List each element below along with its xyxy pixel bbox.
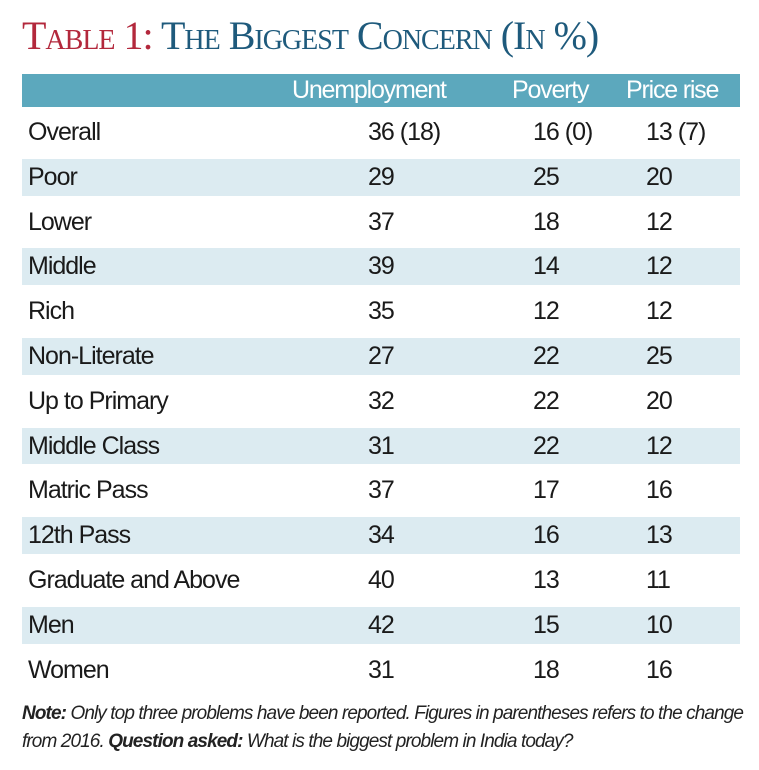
title-text: The Biggest Concern (In %) xyxy=(160,13,599,58)
cell-poverty: 17 xyxy=(533,476,560,505)
row-shading xyxy=(22,248,740,286)
title-prefix: Table 1: xyxy=(22,13,154,58)
cell-price-rise: 12 xyxy=(646,297,673,326)
note-label: Note: xyxy=(22,703,67,724)
row-label: Overall xyxy=(28,118,101,146)
row-shading xyxy=(22,606,740,644)
question-text: What is the biggest problem in India tod… xyxy=(242,731,574,752)
table-row: Rich 35 12 12 xyxy=(22,289,740,334)
table-row: Matric Pass 37 17 16 xyxy=(22,468,740,513)
cell-unemployment: 42 xyxy=(368,610,395,639)
cell-unemployment: 35 xyxy=(368,297,395,326)
cell-price-rise: 12 xyxy=(646,431,673,460)
table-row: Up to Primary 32 22 20 xyxy=(22,379,740,424)
row-label: Men xyxy=(28,610,75,639)
cell-price-rise: 20 xyxy=(646,386,673,415)
cell-poverty: 22 xyxy=(533,341,560,370)
table-title: Table 1: The Biggest Concern (In %) xyxy=(22,12,599,59)
cell-price-rise: 16 xyxy=(646,476,673,505)
row-label: Non-Literate xyxy=(28,341,155,370)
cell-unemployment: 34 xyxy=(368,521,395,550)
cell-unemployment: 27 xyxy=(368,341,395,370)
table-row: 12th Pass 34 16 13 xyxy=(22,513,740,558)
table-row: Lower 37 18 12 xyxy=(22,200,740,245)
column-header-unemployment: Unemployment xyxy=(292,76,447,104)
row-label: Middle Class xyxy=(28,431,160,460)
row-label: Poor xyxy=(28,162,78,191)
cell-unemployment: 31 xyxy=(368,431,395,460)
cell-price-rise: 12 xyxy=(646,207,673,236)
cell-poverty: 16 xyxy=(533,521,560,550)
table-row: Poor 29 25 20 xyxy=(22,155,740,200)
row-label: Up to Primary xyxy=(28,386,169,415)
row-label: Middle xyxy=(28,252,97,281)
cell-poverty: 22 xyxy=(533,431,560,460)
cell-price-rise: 12 xyxy=(646,252,673,281)
cell-price-rise: 20 xyxy=(646,162,673,191)
cell-poverty: 12 xyxy=(533,297,560,326)
cell-poverty: 18 xyxy=(533,655,560,684)
cell-poverty: 14 xyxy=(533,252,560,281)
cell-price-rise: 13 (7) xyxy=(646,118,706,146)
cell-unemployment: 31 xyxy=(368,655,395,684)
row-label: Graduate and Above xyxy=(28,565,240,594)
row-label: 12th Pass xyxy=(28,521,131,550)
row-shading xyxy=(22,517,740,554)
table-row: Men 42 15 10 xyxy=(22,603,740,648)
note-text: Only top three problems have been report… xyxy=(22,703,744,752)
cell-unemployment: 36 (18) xyxy=(368,118,441,146)
column-header-poverty: Poverty xyxy=(512,76,590,104)
footnote: Note: Only top three problems have been … xyxy=(22,700,752,756)
cell-poverty: 13 xyxy=(533,565,560,594)
cell-unemployment: 32 xyxy=(368,386,395,415)
cell-unemployment: 37 xyxy=(368,476,395,505)
cell-poverty: 22 xyxy=(533,386,560,415)
cell-poverty: 18 xyxy=(533,207,560,236)
cell-poverty: 15 xyxy=(533,610,560,639)
cell-unemployment: 37 xyxy=(368,207,395,236)
cell-unemployment: 29 xyxy=(368,162,395,191)
column-header-price-rise: Price rise xyxy=(626,76,719,104)
row-shading xyxy=(22,158,740,196)
table-row: Middle Class 31 22 12 xyxy=(22,424,740,469)
cell-price-rise: 11 xyxy=(646,565,671,594)
table-row: Middle 39 14 12 xyxy=(22,244,740,289)
row-label: Matric Pass xyxy=(28,476,149,505)
table-row: Women 31 18 16 xyxy=(22,648,740,693)
cell-price-rise: 10 xyxy=(646,610,673,639)
table-body: Overall 36 (18) 16 (0) 13 (7) Poor 29 25 20 Lowe… xyxy=(22,110,740,692)
cell-unemployment: 39 xyxy=(368,252,395,281)
table-row: Graduate and Above 40 13 11 xyxy=(22,558,740,603)
row-label: Women xyxy=(28,655,110,684)
table-header: Unemployment Poverty Price rise xyxy=(22,74,740,107)
row-label: Lower xyxy=(28,207,92,236)
row-shading xyxy=(22,337,740,375)
question-label: Question asked: xyxy=(108,731,243,752)
cell-price-rise: 13 xyxy=(646,521,673,550)
cell-poverty: 25 xyxy=(533,162,560,191)
cell-poverty: 16 (0) xyxy=(533,118,593,146)
cell-price-rise: 16 xyxy=(646,655,673,684)
row-label: Rich xyxy=(28,297,75,326)
cell-unemployment: 40 xyxy=(368,565,395,594)
table-row: Non-Literate 27 22 25 xyxy=(22,334,740,379)
cell-price-rise: 25 xyxy=(646,341,673,370)
row-shading xyxy=(22,427,740,465)
table-row: Overall 36 (18) 16 (0) 13 (7) xyxy=(22,110,740,155)
